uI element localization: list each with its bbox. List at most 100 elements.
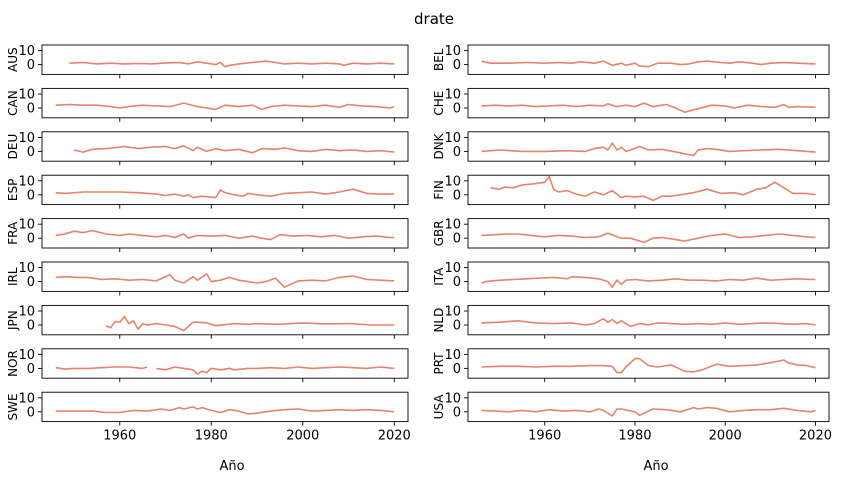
panel-frame-jpn xyxy=(41,304,409,336)
ytick-label: 0 xyxy=(453,232,461,247)
panel-label-che: CHE xyxy=(432,91,446,116)
panel-label-prt: PRT xyxy=(432,352,446,375)
ytick-label: 10 xyxy=(444,218,461,233)
series-line-usa xyxy=(481,406,816,417)
panel-frame-che xyxy=(467,87,830,119)
ytick-label: 10 xyxy=(444,261,461,276)
ytick-label: 10 xyxy=(444,348,461,363)
ytick-label: 0 xyxy=(27,188,35,203)
panel-label-esp: ESP xyxy=(6,179,20,201)
ytick-label: 0 xyxy=(27,102,35,117)
panel-frame-swe xyxy=(41,391,409,423)
panel-label-fra: FRA xyxy=(6,221,20,245)
panel-frame-prt xyxy=(467,348,830,379)
xtick-label: 2000 xyxy=(286,429,319,444)
ytick-label: 10 xyxy=(444,44,461,59)
panel-frame-dnk xyxy=(467,131,830,162)
ytick-label: 0 xyxy=(453,405,461,420)
panel-frame-ita xyxy=(467,261,830,292)
series-line-ita xyxy=(481,275,816,289)
ytick-label: 10 xyxy=(444,174,461,189)
panel-swe: 010 1960 1980 2000 2020 SWE xyxy=(6,391,411,443)
panel-usa: 010 1960 1980 2000 2020 USA xyxy=(432,391,832,443)
panel-label-aus: AUS xyxy=(6,47,20,72)
panel-frame-usa xyxy=(467,391,830,423)
series-line-can xyxy=(55,102,395,111)
ytick-label: 10 xyxy=(18,305,35,320)
series-line-dnk xyxy=(481,142,816,157)
panel-frame-bel xyxy=(467,44,830,75)
ytick-label: 0 xyxy=(27,58,35,73)
series-line-deu xyxy=(73,145,395,154)
series-line-swe xyxy=(55,406,395,415)
ytick-label: 10 xyxy=(18,174,35,189)
ytick-label: 10 xyxy=(18,44,35,59)
series-line-nor xyxy=(55,366,148,370)
panel-label-jpn: JPN xyxy=(6,310,20,331)
panel-frame-aus xyxy=(41,44,409,75)
xtick-label: 1960 xyxy=(103,429,136,444)
panel-label-irl: IRL xyxy=(6,267,20,286)
ytick-label: 10 xyxy=(444,131,461,146)
panel-label-can: CAN xyxy=(6,90,20,116)
xtick-label: 1980 xyxy=(618,429,651,444)
ytick-label: 0 xyxy=(453,58,461,73)
xtick-label: 2020 xyxy=(799,429,832,444)
ytick-label: 0 xyxy=(27,145,35,160)
ytick-label: 0 xyxy=(453,362,461,377)
ytick-label: 10 xyxy=(444,391,461,406)
series-line-fin xyxy=(490,175,816,202)
xtick-label: 1980 xyxy=(195,429,228,444)
panel-frame-can xyxy=(41,87,409,119)
x-axis-label-right: Año xyxy=(643,459,668,474)
ytick-label: 0 xyxy=(453,145,461,160)
ytick-label: 10 xyxy=(18,131,35,146)
ytick-label: 0 xyxy=(453,275,461,290)
series-line-nor-2 xyxy=(156,366,395,375)
panel-label-nld: NLD xyxy=(432,308,446,333)
panel-frame-fin xyxy=(467,174,830,206)
panel-label-gbr: GBR xyxy=(432,220,446,246)
series-line-aus xyxy=(69,60,395,68)
series-line-gbr xyxy=(481,232,816,244)
ytick-label: 10 xyxy=(18,348,35,363)
ytick-label: 0 xyxy=(27,405,35,420)
series-line-jpn xyxy=(105,315,395,332)
ytick-label: 10 xyxy=(444,88,461,103)
panel-frame-nld xyxy=(467,304,830,336)
series-line-prt xyxy=(481,357,816,374)
panel-frame-fra xyxy=(41,218,409,249)
chart-title: drate xyxy=(414,10,454,28)
panel-label-fin: FIN xyxy=(432,180,446,199)
panel-frame-gbr xyxy=(467,218,830,249)
panel-label-swe: SWE xyxy=(6,393,20,420)
series-line-nld xyxy=(481,317,816,328)
panel-label-ita: ITA xyxy=(432,267,446,286)
panel-label-nor: NOR xyxy=(6,350,20,377)
xtick-label: 1960 xyxy=(528,429,561,444)
x-axis-label-left: Año xyxy=(219,459,244,474)
series-line-fra xyxy=(55,229,395,241)
series-line-irl xyxy=(55,273,395,289)
panel-frame-nor xyxy=(41,348,409,379)
xtick-label: 2020 xyxy=(378,429,411,444)
ytick-label: 0 xyxy=(27,319,35,334)
series-line-che xyxy=(481,102,816,113)
